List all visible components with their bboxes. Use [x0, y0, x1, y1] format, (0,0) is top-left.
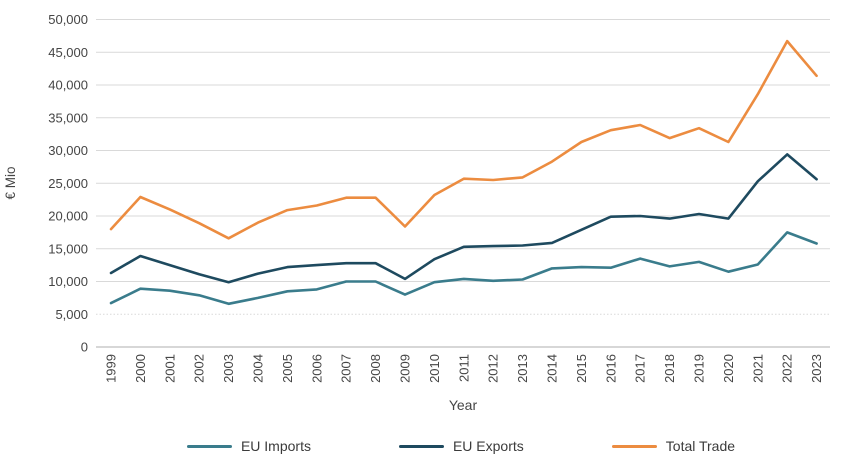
trade-line-chart: 0 5,000 10,000 15,000 20,000 25,000 30,000 35,0…	[3, 12, 830, 413]
y-tick-label: 15,000	[48, 241, 88, 256]
x-tick-label: 2012	[486, 354, 501, 383]
y-tick-label: 20,000	[48, 209, 88, 224]
y-axis-title: € Mio	[3, 166, 18, 199]
x-tick-label: 2002	[192, 354, 207, 383]
series-line-eu-exports	[109, 153, 818, 284]
legend-label-total-trade: Total Trade	[665, 438, 736, 454]
x-tick-label: 2014	[545, 354, 560, 383]
eu-imports-swatch	[186, 444, 232, 448]
x-tick-label: 2019	[692, 354, 707, 383]
x-axis-title: Year	[449, 397, 478, 413]
y-tick-label: 10,000	[48, 274, 88, 289]
y-tick-label: 40,000	[48, 78, 88, 93]
legend-item-eu-imports: EU Imports	[186, 438, 311, 454]
x-tick-label: 2023	[809, 354, 824, 383]
x-tick-label: 2009	[398, 354, 413, 383]
series-line-total-trade	[109, 39, 818, 240]
x-tick-label: 2013	[515, 354, 530, 383]
y-tick-label: 45,000	[48, 45, 88, 60]
x-tick-label: 2020	[721, 354, 736, 383]
x-tick-label: 2001	[162, 354, 177, 383]
legend-item-total-trade: Total Trade	[611, 438, 736, 454]
x-tick-label: 2004	[251, 354, 266, 383]
y-tick-label: 50,000	[48, 12, 88, 27]
y-axis-tick-labels: 0 5,000 10,000 15,000 20,000 25,000 30,000 35,0…	[48, 12, 88, 355]
x-tick-label: 2007	[339, 354, 354, 383]
series-line-eu-imports	[109, 231, 818, 306]
x-tick-label: 2005	[280, 354, 295, 383]
y-tick-label: 35,000	[48, 110, 88, 125]
legend-label-eu-exports: EU Exports	[452, 438, 524, 454]
x-tick-label: 2015	[574, 354, 589, 383]
chart-legend: EU Imports EU Exports Total Trade	[0, 438, 850, 454]
x-tick-label: 2003	[221, 354, 236, 383]
y-tick-label: 30,000	[48, 143, 88, 158]
gridlines	[96, 19, 830, 348]
x-tick-label: 2016	[603, 354, 618, 383]
legend-item-eu-exports: EU Exports	[398, 438, 524, 454]
x-tick-label: 2022	[780, 354, 795, 383]
x-tick-label: 2021	[750, 354, 765, 383]
x-tick-label: 2018	[662, 354, 677, 383]
x-tick-label: 2000	[133, 354, 148, 383]
total-trade-swatch	[611, 444, 657, 448]
legend-label-eu-imports: EU Imports	[240, 438, 311, 454]
y-tick-label: 5,000	[55, 307, 88, 322]
x-tick-label: 2017	[633, 354, 648, 383]
eu-exports-swatch	[398, 444, 444, 448]
x-tick-label: 2006	[309, 354, 324, 383]
x-tick-label: 2008	[368, 354, 383, 383]
y-tick-label: 0	[81, 340, 88, 355]
series-lines	[109, 39, 818, 306]
y-tick-label: 25,000	[48, 176, 88, 191]
x-tick-label: 2011	[456, 354, 471, 382]
x-axis-tick-labels: 1999 2000 2001 2002 2003 2004 2005 2006 2007 2008…	[104, 354, 825, 383]
x-tick-label: 2010	[427, 354, 442, 383]
x-tick-label: 1999	[104, 354, 119, 383]
